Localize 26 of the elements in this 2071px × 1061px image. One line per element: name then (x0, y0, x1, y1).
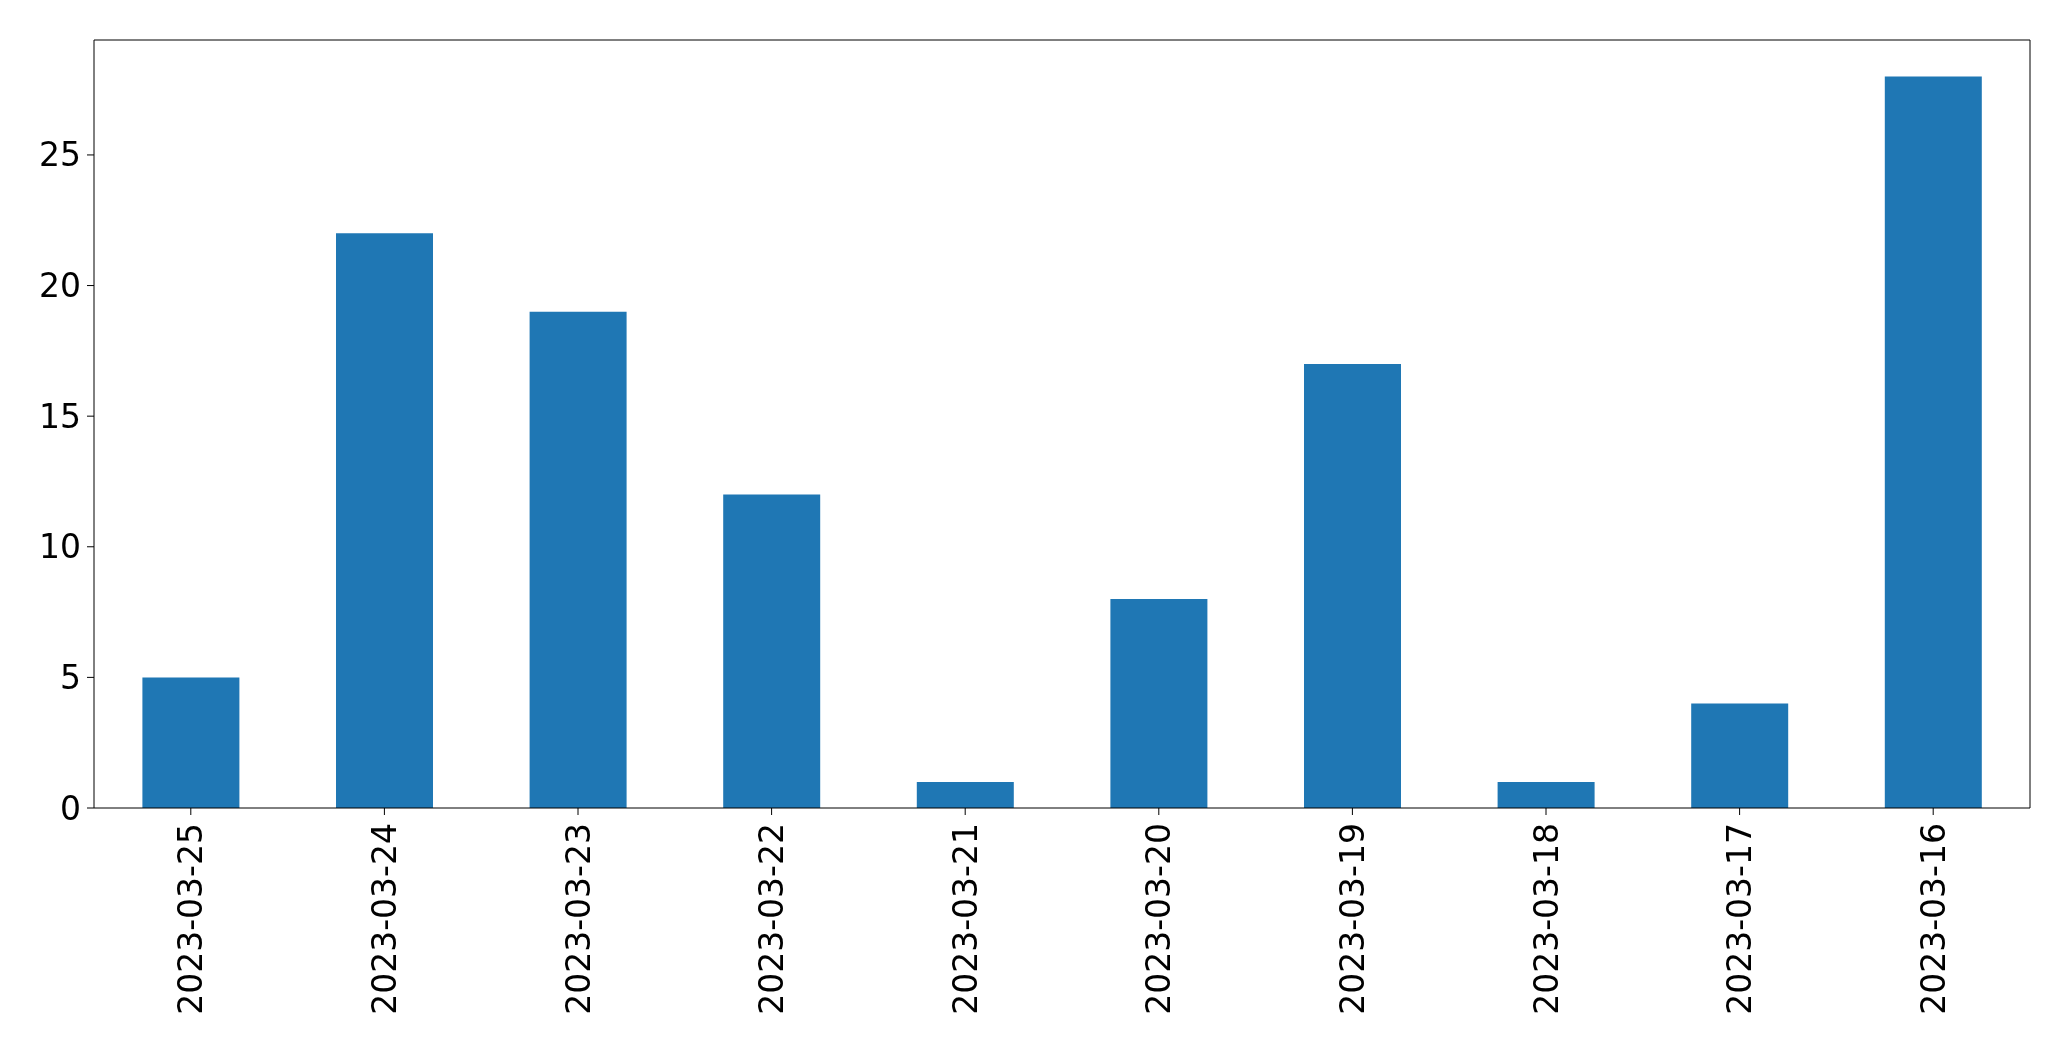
x-tick-label: 2023-03-25 (171, 823, 211, 1015)
x-tick-label: 2023-03-24 (364, 823, 404, 1015)
y-tick-label: 20 (39, 266, 81, 306)
y-tick-label: 25 (39, 135, 81, 175)
y-tick-label: 15 (39, 396, 81, 436)
x-tick-label: 2023-03-20 (1139, 823, 1179, 1015)
x-tick-label: 2023-03-23 (558, 823, 598, 1015)
bar (1304, 363, 1401, 808)
x-tick-label: 2023-03-16 (1913, 823, 1953, 1015)
bar (1691, 703, 1789, 808)
bar (1110, 599, 1208, 808)
bar (1497, 781, 1595, 808)
x-tick-label: 2023-03-17 (1720, 823, 1760, 1015)
bar (142, 677, 240, 808)
bar (529, 311, 627, 808)
bar (336, 233, 433, 808)
x-tick-label: 2023-03-21 (945, 823, 985, 1015)
x-tick-label: 2023-03-18 (1526, 823, 1566, 1015)
y-tick-label: 5 (60, 657, 81, 697)
x-tick-label: 2023-03-22 (752, 823, 792, 1015)
y-tick-label: 10 (39, 527, 81, 567)
bar (723, 494, 821, 808)
x-tick-label: 2023-03-19 (1332, 823, 1372, 1015)
y-tick-label: 0 (60, 788, 81, 828)
bar (1884, 76, 1982, 808)
bar (916, 781, 1014, 808)
